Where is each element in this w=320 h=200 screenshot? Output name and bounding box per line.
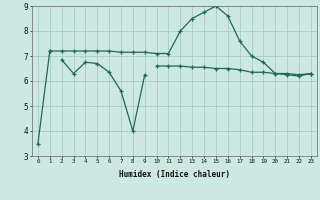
X-axis label: Humidex (Indice chaleur): Humidex (Indice chaleur) [119,170,230,179]
